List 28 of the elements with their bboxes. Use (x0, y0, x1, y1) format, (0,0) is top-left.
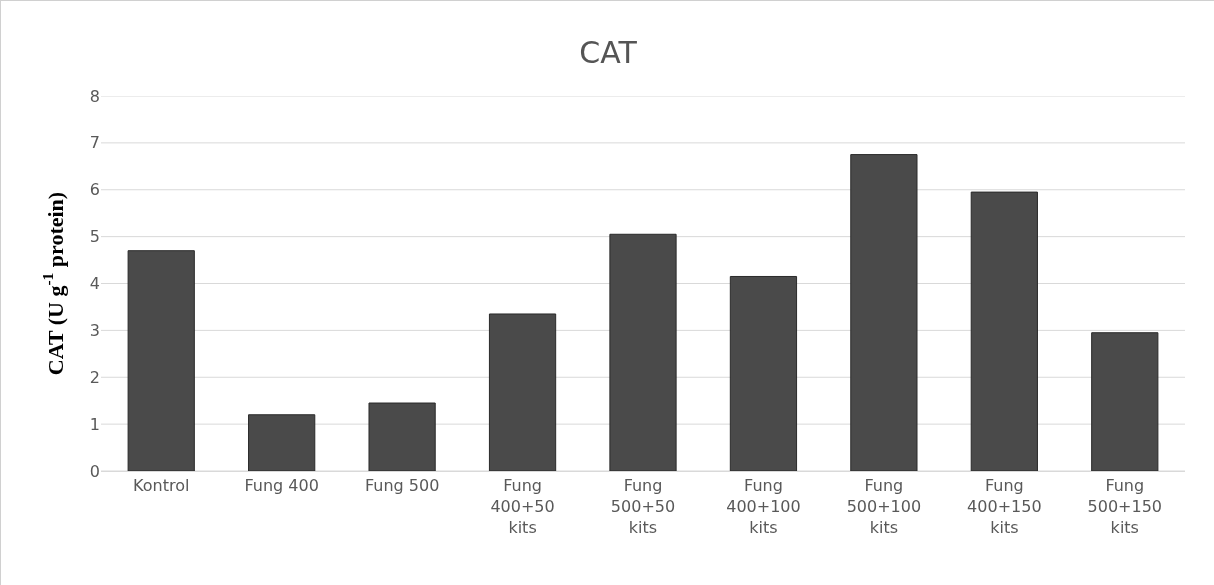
bar (368, 402, 436, 471)
chart-title: CAT (579, 34, 638, 70)
y-tick-label: 4 (89, 274, 100, 294)
x-tick-label: Fung 500+50 kits (610, 476, 676, 537)
x-tick-label: Kontrol (133, 476, 190, 496)
y-tick-label: 7 (89, 133, 100, 153)
y-tick-label: 6 (89, 180, 100, 200)
bar (127, 250, 195, 471)
y-tick-label: 8 (89, 86, 100, 106)
y-tick-label: 3 (89, 320, 100, 340)
bar (248, 414, 316, 471)
y-tick-label: 0 (89, 461, 100, 481)
x-tick-label: Fung 500+150 kits (1087, 476, 1163, 537)
bar (488, 313, 557, 471)
y-tick-label: 1 (89, 414, 100, 434)
bar (729, 275, 798, 471)
x-tick-label: Fung 500 (364, 476, 440, 496)
x-tick-label: Fung 400+50 kits (490, 476, 555, 537)
bar (1091, 332, 1159, 471)
bar (850, 154, 918, 471)
x-tick-label: Fung 400 (244, 476, 319, 496)
bar (970, 191, 1038, 471)
y-tick-label: 2 (89, 367, 100, 387)
bar (609, 233, 677, 471)
y-tick-label: 5 (89, 227, 100, 247)
x-tick-label: Fung 500+100 kits (846, 476, 922, 537)
x-tick-label: Fung 400+100 kits (726, 476, 801, 537)
x-tick-label: Fung 400+150 kits (967, 476, 1042, 537)
